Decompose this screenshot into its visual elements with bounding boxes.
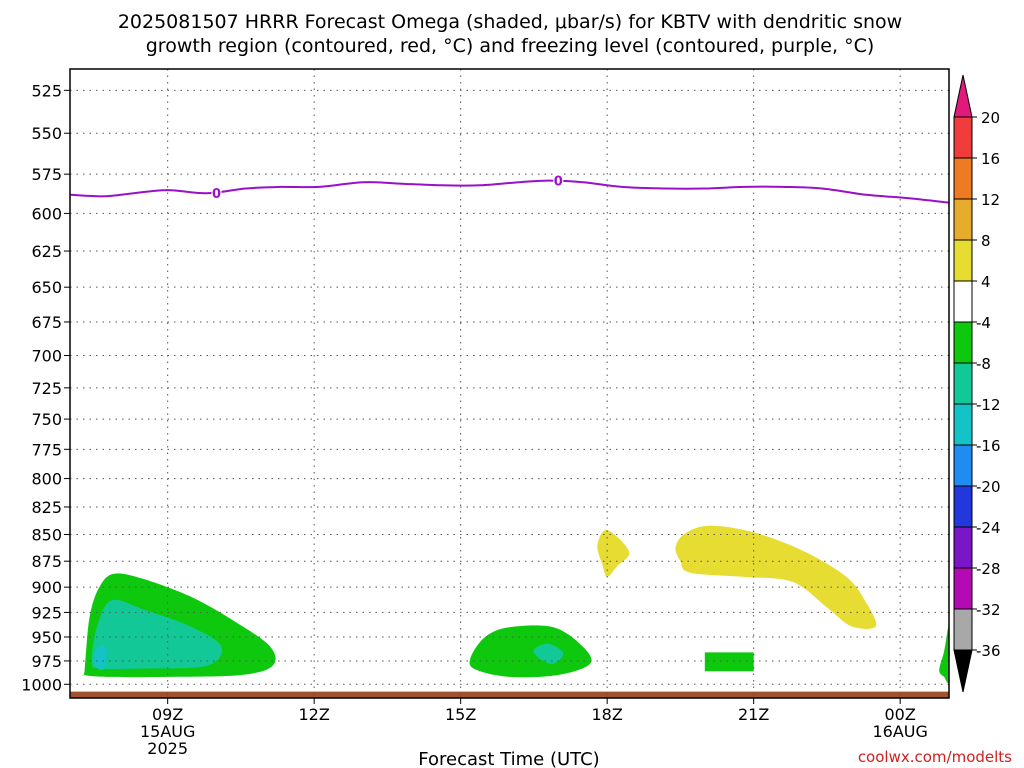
credit-text: coolwx.com/modelts <box>858 748 1012 766</box>
x-tick-label: 15AUG <box>140 722 195 741</box>
colorbar-label: 16 <box>981 150 1000 168</box>
colorbar-label: -20 <box>976 478 1001 496</box>
y-tick-label: 550 <box>31 124 62 143</box>
plot-frame <box>69 68 950 699</box>
colorbar-label: -24 <box>976 519 1001 537</box>
colorbar-band <box>953 321 973 364</box>
colorbar-band <box>953 526 973 569</box>
colorbar-band <box>953 444 973 487</box>
grid <box>70 69 949 698</box>
colorbar-label: -16 <box>976 437 1001 455</box>
ground-band <box>70 691 949 698</box>
y-tick-label: 600 <box>31 204 62 223</box>
y-axis: 525 550 575 600 625 650 675 700 725 750 775 800 825 8… <box>21 81 70 694</box>
colorbar-band <box>953 403 973 446</box>
freezing-level-line <box>70 179 949 204</box>
freezing-level-contour: 00 <box>70 173 949 204</box>
x-tick-label: 09Z <box>152 705 183 724</box>
y-tick-label: 900 <box>31 578 62 597</box>
y-tick-label: 825 <box>31 498 62 517</box>
colorbar-arrow-bottom <box>953 649 973 693</box>
y-tick-label: 975 <box>31 652 62 671</box>
y-tick-label: 1000 <box>21 675 62 694</box>
title-line-2: growth region (contoured, red, °C) and f… <box>146 35 875 57</box>
y-tick-label: 650 <box>31 278 62 297</box>
y-tick-label: 625 <box>31 242 62 261</box>
y-tick-label: 575 <box>31 165 62 184</box>
colorbar-label: 4 <box>981 273 991 291</box>
x-tick-label: 2025 <box>147 739 188 758</box>
colorbar-band <box>953 157 973 200</box>
colorbar-label: -12 <box>976 396 1001 414</box>
omega-region-6 <box>704 652 754 672</box>
contour-label-bg <box>211 186 222 201</box>
colorbar: 20 16 12 8 4 -4 -8 -12 -16 -20 -24 -28 -32 -36 <box>953 74 1001 693</box>
x-tick-label: 21Z <box>738 705 769 724</box>
colorbar-band <box>953 485 973 528</box>
x-tick-label: 16AUG <box>872 722 927 741</box>
title: 2025081507 HRRR Forecast Omega (shaded, … <box>118 11 902 57</box>
colorbar-label: -36 <box>976 642 1001 660</box>
y-tick-label: 775 <box>31 440 62 459</box>
colorbar-band <box>953 362 973 405</box>
colorbar-label: -4 <box>976 314 991 332</box>
colorbar-band <box>953 567 973 610</box>
y-tick-label: 700 <box>31 346 62 365</box>
y-tick-label: 525 <box>31 81 62 100</box>
colorbar-band <box>953 198 973 241</box>
x-tick-label: 15Z <box>445 705 476 724</box>
omega-region-7 <box>939 626 949 683</box>
colorbar-label: -32 <box>976 601 1001 619</box>
omega-region-2 <box>91 599 223 670</box>
omega-region-4 <box>469 625 592 678</box>
freezing-level-label: 0 <box>554 175 563 190</box>
freezing-level-label: 0 <box>212 187 221 202</box>
y-tick-label: 925 <box>31 603 62 622</box>
contour-label-bg <box>553 173 564 188</box>
omega-region-8 <box>597 530 630 577</box>
y-tick-label: 675 <box>31 313 62 332</box>
x-tick-label: 00Z <box>885 705 916 724</box>
colorbar-label: 12 <box>981 191 1000 209</box>
x-axis-label: Forecast Time (UTC) <box>418 749 599 768</box>
x-tick-label: 12Z <box>299 705 330 724</box>
colorbar-label: 8 <box>981 232 991 250</box>
omega-shading <box>82 525 949 683</box>
y-tick-label: 950 <box>31 628 62 647</box>
title-line-1: 2025081507 HRRR Forecast Omega (shaded, … <box>118 11 902 33</box>
colorbar-label: 20 <box>981 109 1000 127</box>
omega-region-9 <box>675 525 877 629</box>
x-tick-label: 18Z <box>592 705 623 724</box>
colorbar-band <box>953 239 973 282</box>
colorbar-label: -28 <box>976 560 1001 578</box>
ground-surface <box>70 691 949 698</box>
colorbar-band <box>953 280 973 323</box>
colorbar-band <box>953 116 973 159</box>
y-tick-label: 875 <box>31 552 62 571</box>
colorbar-band <box>953 608 973 651</box>
y-tick-label: 750 <box>31 410 62 429</box>
y-tick-label: 800 <box>31 470 62 489</box>
colorbar-label: -8 <box>976 355 991 373</box>
y-tick-label: 850 <box>31 525 62 544</box>
omega-region-5 <box>533 643 564 664</box>
y-tick-label: 725 <box>31 379 62 398</box>
colorbar-arrow-top <box>953 74 973 118</box>
omega-region-3 <box>94 646 107 671</box>
